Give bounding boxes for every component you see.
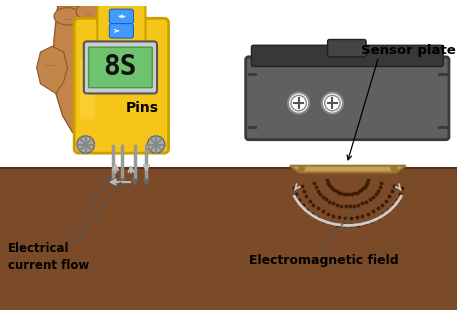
Polygon shape	[290, 166, 406, 173]
Circle shape	[299, 166, 304, 172]
Text: 8S: 8S	[104, 53, 137, 82]
Polygon shape	[119, 179, 125, 185]
FancyBboxPatch shape	[80, 58, 95, 119]
Ellipse shape	[54, 8, 81, 25]
Circle shape	[291, 95, 306, 111]
FancyBboxPatch shape	[109, 9, 134, 24]
Text: Electromagnetic field: Electromagnetic field	[248, 254, 398, 267]
FancyBboxPatch shape	[251, 45, 443, 66]
Polygon shape	[53, 6, 152, 146]
FancyBboxPatch shape	[89, 47, 152, 88]
Circle shape	[147, 136, 165, 153]
Text: Sensor plate: Sensor plate	[361, 44, 456, 57]
FancyBboxPatch shape	[97, 0, 146, 54]
Circle shape	[288, 93, 309, 114]
FancyBboxPatch shape	[84, 41, 157, 94]
Polygon shape	[36, 46, 67, 94]
Polygon shape	[144, 179, 149, 185]
Text: Pins: Pins	[126, 101, 159, 115]
FancyBboxPatch shape	[246, 57, 449, 140]
Circle shape	[325, 95, 340, 111]
Bar	[0, 167, 456, 310]
Polygon shape	[132, 179, 138, 185]
Polygon shape	[110, 179, 116, 185]
Ellipse shape	[76, 3, 101, 20]
Circle shape	[77, 136, 94, 153]
FancyBboxPatch shape	[74, 18, 169, 153]
Ellipse shape	[97, 6, 120, 21]
FancyBboxPatch shape	[109, 24, 134, 38]
Circle shape	[391, 166, 397, 172]
Circle shape	[322, 93, 343, 114]
Text: Electrical
current flow: Electrical current flow	[8, 242, 89, 272]
Ellipse shape	[118, 14, 139, 28]
FancyBboxPatch shape	[328, 40, 366, 57]
